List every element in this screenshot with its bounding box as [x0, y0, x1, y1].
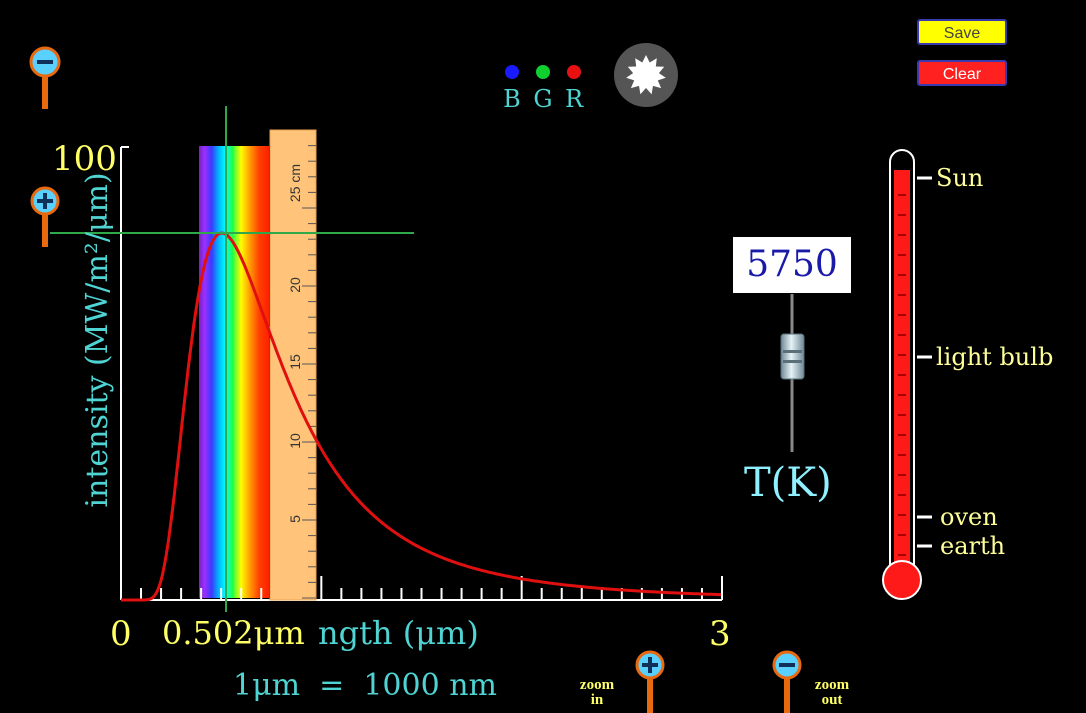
blue-label: B	[503, 85, 521, 113]
zoom-in-label-line2: in	[590, 692, 604, 708]
temperature-unit-label: T(K)	[744, 460, 832, 506]
x-axis-min-label: 0	[110, 614, 132, 654]
peak-wavelength-readout: 0.502μm	[162, 614, 305, 652]
ruler-tick-label: 20	[287, 277, 303, 293]
x-zoom-out-handle[interactable]	[784, 679, 790, 713]
x-zoom-in-handle[interactable]	[647, 679, 653, 713]
red-dot	[567, 65, 581, 79]
color-indicator: B G R	[503, 65, 584, 113]
peak-crosshair[interactable]	[50, 106, 414, 612]
y-axis-max-label: 100	[52, 139, 117, 179]
y-zoom-out-handle[interactable]	[42, 76, 48, 109]
ruler-tick-label: 15	[287, 354, 303, 370]
temperature-readout: 5750	[733, 237, 851, 293]
y-zoom-out-control[interactable]	[29, 46, 61, 109]
ruler-tick-label: 5	[287, 515, 303, 523]
thermometer-marker-earth: earth	[940, 532, 1005, 560]
zoom-in-label: zoom in	[574, 678, 620, 708]
red-label: R	[565, 85, 584, 113]
x-zoom-out-control[interactable]	[772, 650, 802, 713]
x-axis-label: ngth (μm)	[318, 614, 479, 652]
save-button[interactable]: Save	[917, 19, 1007, 45]
zoom-in-label-line1: zoom	[579, 677, 615, 693]
x-axis-max-label: 3	[709, 614, 731, 654]
star-color-icon	[614, 43, 678, 107]
ruler-tick-label: 10	[287, 433, 303, 449]
y-zoom-in-handle[interactable]	[42, 214, 48, 247]
thermometer: Sun light bulb oven earth	[882, 149, 1053, 600]
temperature-slider[interactable]	[780, 294, 805, 452]
zoom-out-label-line2: out	[821, 692, 843, 708]
green-dot	[536, 65, 550, 79]
ruler-unit-label: 25 cm	[287, 164, 303, 202]
green-label: G	[533, 85, 552, 113]
y-axis-label: intensity (MW/m²/μm)	[80, 172, 115, 507]
thermometer-bulb	[882, 560, 922, 600]
visible-spectrum-band	[199, 146, 269, 598]
thermometer-marker-sun: Sun	[936, 164, 983, 192]
thermometer-marker-oven: oven	[940, 503, 998, 531]
thermometer-marker-light-bulb: light bulb	[936, 343, 1053, 371]
slider-knob[interactable]	[780, 333, 805, 380]
y-zoom-in-control[interactable]	[30, 186, 60, 247]
ruler-tool[interactable]: 25 cm 20 15 10 5	[269, 129, 317, 601]
thermometer-ticks	[898, 194, 906, 556]
clear-button[interactable]: Clear	[917, 60, 1007, 86]
blue-dot	[505, 65, 519, 79]
zoom-out-label: zoom out	[804, 678, 860, 708]
x-zoom-in-control[interactable]	[635, 650, 665, 713]
zoom-out-label-line1: zoom	[814, 677, 850, 693]
unit-conversion-note: 1μm = 1000 nm	[233, 668, 497, 703]
